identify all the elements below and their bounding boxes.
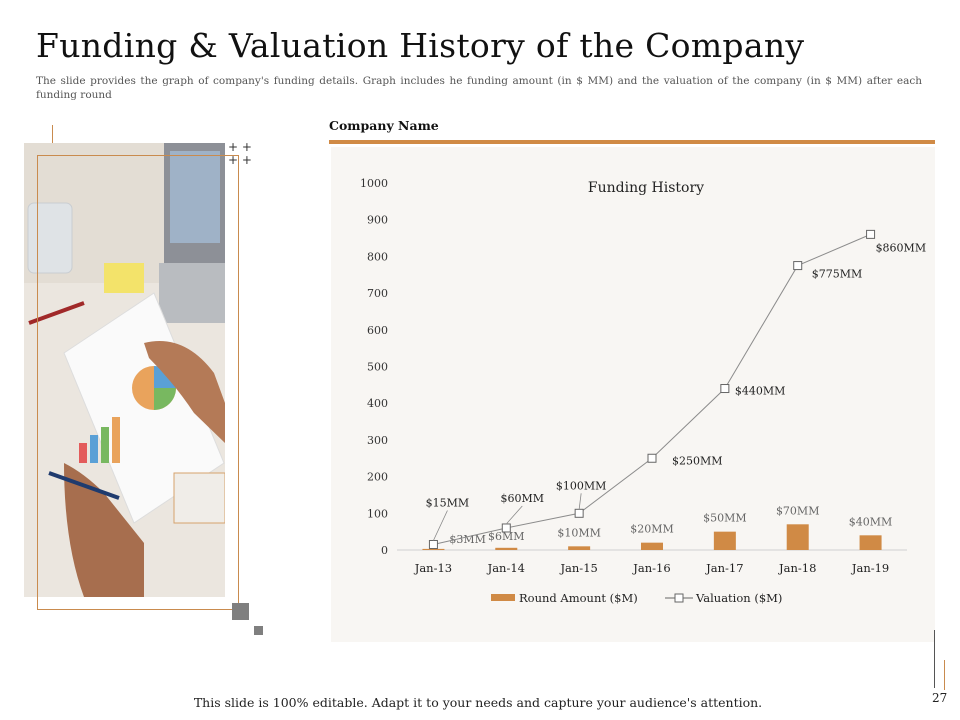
line-data-label: $60MM [501,492,545,505]
legend-swatch-bar [491,594,515,601]
y-tick-label: 500 [367,361,388,374]
chart-title: Funding History [588,180,704,196]
bar-data-label: $20MM [630,523,674,536]
company-name-label: Company Name [329,118,439,133]
footer-note: This slide is 100% editable. Adapt it to… [193,695,763,710]
x-tick-label: Jan-17 [705,561,743,575]
decorative-square-small [254,626,263,635]
line-marker [720,384,730,394]
line-marker [574,508,584,518]
legend-marker [674,593,684,603]
label-leader-line [433,510,448,541]
page-number: 27 [932,691,948,705]
x-tick-label: Jan-13 [414,561,452,575]
bar [495,547,518,550]
bar [641,542,663,550]
line-series [428,229,876,549]
y-axis: 0 100 200 300 400 500 600 700 800 900 1000 [360,177,388,557]
label-leader-line [505,505,523,525]
plus-decoration: + + + + [228,140,252,167]
line-data-label: $775MM [812,268,863,281]
legend-label: Valuation ($M) [695,591,782,605]
x-axis: Jan-13 Jan-14 Jan-15 Jan-16 Jan-17 Jan-18 Jan-… [414,561,890,575]
y-tick-label: 300 [367,434,388,447]
line-data-label: $250MM [672,454,723,467]
x-tick-label: Jan-16 [632,561,670,575]
y-tick-label: 900 [367,214,388,227]
photo-illustration [24,143,225,597]
line-data-label: $440MM [735,385,786,398]
slide-title: Funding & Valuation History of the Compa… [36,26,805,65]
photo-outline-frame [37,155,239,610]
bar [568,546,591,550]
line-marker [866,229,876,239]
line-marker [501,523,511,533]
slide-subtitle: The slide provides the graph of company'… [36,75,922,101]
bar-data-label: $50MM [703,512,747,525]
line-data-label: $860MM [876,241,927,254]
line-data-label: $100MM [556,479,607,492]
line-labels: $15MM $60MM $100MM $250MM $440MM $775MM $860MM [426,241,927,541]
bar-labels: $3MM $6MM $10MM $20MM $50MM $70MM $40MM [449,504,892,546]
bar [786,524,809,550]
bar-data-label: $10MM [557,526,601,539]
x-tick-label: Jan-15 [559,561,597,575]
y-tick-label: 100 [367,507,388,520]
bar [713,531,736,550]
company-accent-bar [329,140,935,144]
y-tick-label: 600 [367,324,388,337]
y-tick-label: 0 [381,544,388,557]
line-marker [793,261,803,271]
y-tick-label: 1000 [360,177,388,190]
bar-data-label: $3MM [449,533,486,546]
funding-history-chart: Funding History 0 100 200 300 400 500 600 700 80… [360,177,927,605]
decorative-line-right-accent [944,660,945,690]
legend-label: Round Amount ($M) [519,591,638,605]
office-photo [24,143,225,597]
y-tick-label: 400 [367,397,388,410]
decorative-line-right [934,630,935,688]
x-tick-label: Jan-14 [487,561,525,575]
line-marker [647,453,657,463]
bar-data-label: $6MM [488,530,525,543]
x-tick-label: Jan-19 [851,561,889,575]
y-tick-label: 700 [367,287,388,300]
y-tick-label: 800 [367,250,388,263]
bar-series [422,524,882,550]
line-data-label: $15MM [426,496,470,509]
label-leader-line [578,493,582,510]
bar [422,548,445,550]
bar [859,535,882,550]
bar-data-label: $40MM [849,515,893,528]
chart-panel [331,147,935,642]
x-tick-label: Jan-18 [778,561,816,575]
line-marker [428,539,438,549]
bar-data-label: $70MM [776,504,820,517]
decorative-square [232,603,249,620]
y-tick-label: 200 [367,471,388,484]
legend: Round Amount ($M) Valuation ($M) [491,591,782,605]
valuation-line [433,233,871,545]
